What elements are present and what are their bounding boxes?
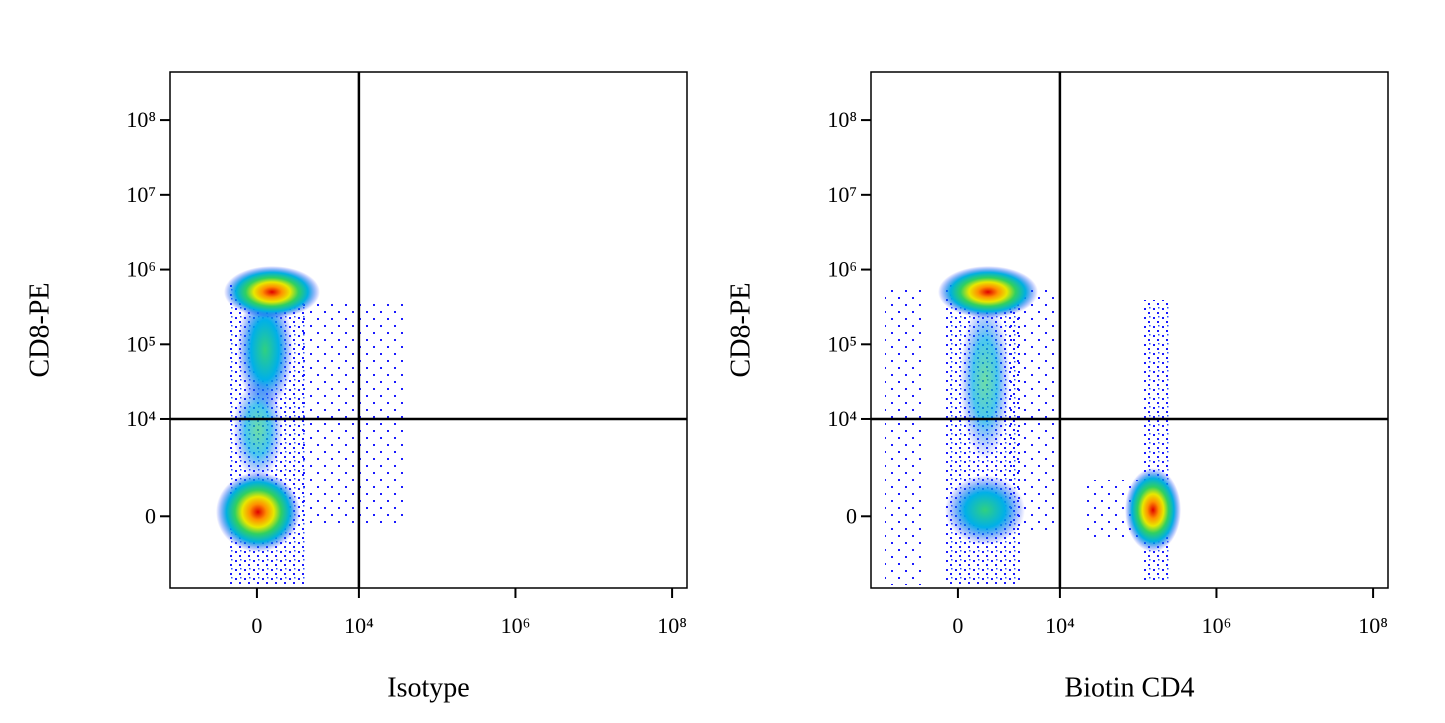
y-tick-label: 10⁸: [827, 107, 857, 132]
x-axis-title: Isotype: [387, 672, 469, 703]
panel-1-density: [216, 266, 405, 585]
x-tick-label: 10⁸: [1358, 613, 1388, 638]
x-axis-title: Biotin CD4: [1065, 672, 1195, 703]
y-axis-title: CD8-PE: [725, 283, 756, 378]
y-tick-label: 10⁷: [126, 182, 156, 207]
y-tick-label: 10⁵: [827, 331, 857, 356]
plot-frame: [169, 71, 688, 589]
y-tick-label: 10⁴: [126, 406, 156, 431]
x-tick-label: 10⁴: [1045, 613, 1075, 638]
plot-frame: [870, 71, 1389, 589]
y-tick-label: 10⁶: [126, 257, 156, 282]
x-tick-label: 10⁴: [344, 613, 374, 638]
y-tick-label: 0: [145, 503, 156, 528]
panel-2-density: [885, 266, 1181, 585]
y-tick-label: 0: [846, 503, 857, 528]
y-tick-label: 10⁸: [126, 107, 156, 132]
y-tick-label: 10⁶: [827, 257, 857, 282]
x-tick-label: 0: [251, 613, 262, 638]
x-tick-label: 10⁶: [501, 613, 531, 638]
y-axis-title: CD8-PE: [24, 283, 55, 378]
x-tick-label: 10⁸: [657, 613, 687, 638]
x-tick-label: 10⁶: [1202, 613, 1232, 638]
x-tick-label: 0: [952, 613, 963, 638]
y-tick-label: 10⁷: [827, 182, 857, 207]
y-tick-label: 10⁴: [827, 406, 857, 431]
y-tick-label: 10⁵: [126, 331, 156, 356]
